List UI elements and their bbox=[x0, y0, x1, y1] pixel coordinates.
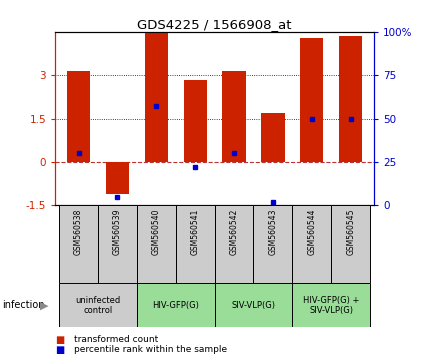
Text: uninfected
control: uninfected control bbox=[75, 296, 121, 315]
Bar bbox=[137, 205, 176, 283]
Text: GSM560544: GSM560544 bbox=[307, 209, 316, 255]
Text: HIV-GFP(G): HIV-GFP(G) bbox=[152, 301, 199, 310]
Bar bbox=[292, 283, 370, 327]
Text: ▶: ▶ bbox=[40, 300, 49, 310]
Bar bbox=[253, 205, 292, 283]
Bar bbox=[137, 283, 215, 327]
Text: infection: infection bbox=[2, 300, 45, 310]
Bar bbox=[215, 205, 253, 283]
Text: GSM560541: GSM560541 bbox=[191, 209, 200, 255]
Bar bbox=[59, 283, 137, 327]
Title: GDS4225 / 1566908_at: GDS4225 / 1566908_at bbox=[137, 18, 292, 31]
Bar bbox=[222, 71, 246, 162]
Text: GSM560540: GSM560540 bbox=[152, 209, 161, 255]
Text: GSM560538: GSM560538 bbox=[74, 209, 83, 255]
Bar bbox=[67, 71, 90, 162]
Text: GSM560545: GSM560545 bbox=[346, 209, 355, 255]
Bar bbox=[292, 205, 331, 283]
Bar bbox=[106, 162, 129, 194]
Bar bbox=[331, 205, 370, 283]
Text: HIV-GFP(G) +
SIV-VLP(G): HIV-GFP(G) + SIV-VLP(G) bbox=[303, 296, 360, 315]
Text: SIV-VLP(G): SIV-VLP(G) bbox=[232, 301, 275, 310]
Text: GSM560542: GSM560542 bbox=[230, 209, 238, 255]
Bar bbox=[300, 38, 323, 162]
Bar bbox=[98, 205, 137, 283]
Bar bbox=[215, 283, 292, 327]
Text: GSM560543: GSM560543 bbox=[269, 209, 278, 255]
Text: ■: ■ bbox=[55, 345, 65, 354]
Text: percentile rank within the sample: percentile rank within the sample bbox=[74, 345, 227, 354]
Text: transformed count: transformed count bbox=[74, 335, 159, 344]
Bar bbox=[144, 33, 168, 162]
Bar bbox=[176, 205, 215, 283]
Bar bbox=[261, 113, 285, 162]
Bar bbox=[59, 205, 98, 283]
Text: ■: ■ bbox=[55, 335, 65, 345]
Bar bbox=[184, 80, 207, 162]
Bar bbox=[339, 36, 363, 162]
Text: GSM560539: GSM560539 bbox=[113, 209, 122, 255]
